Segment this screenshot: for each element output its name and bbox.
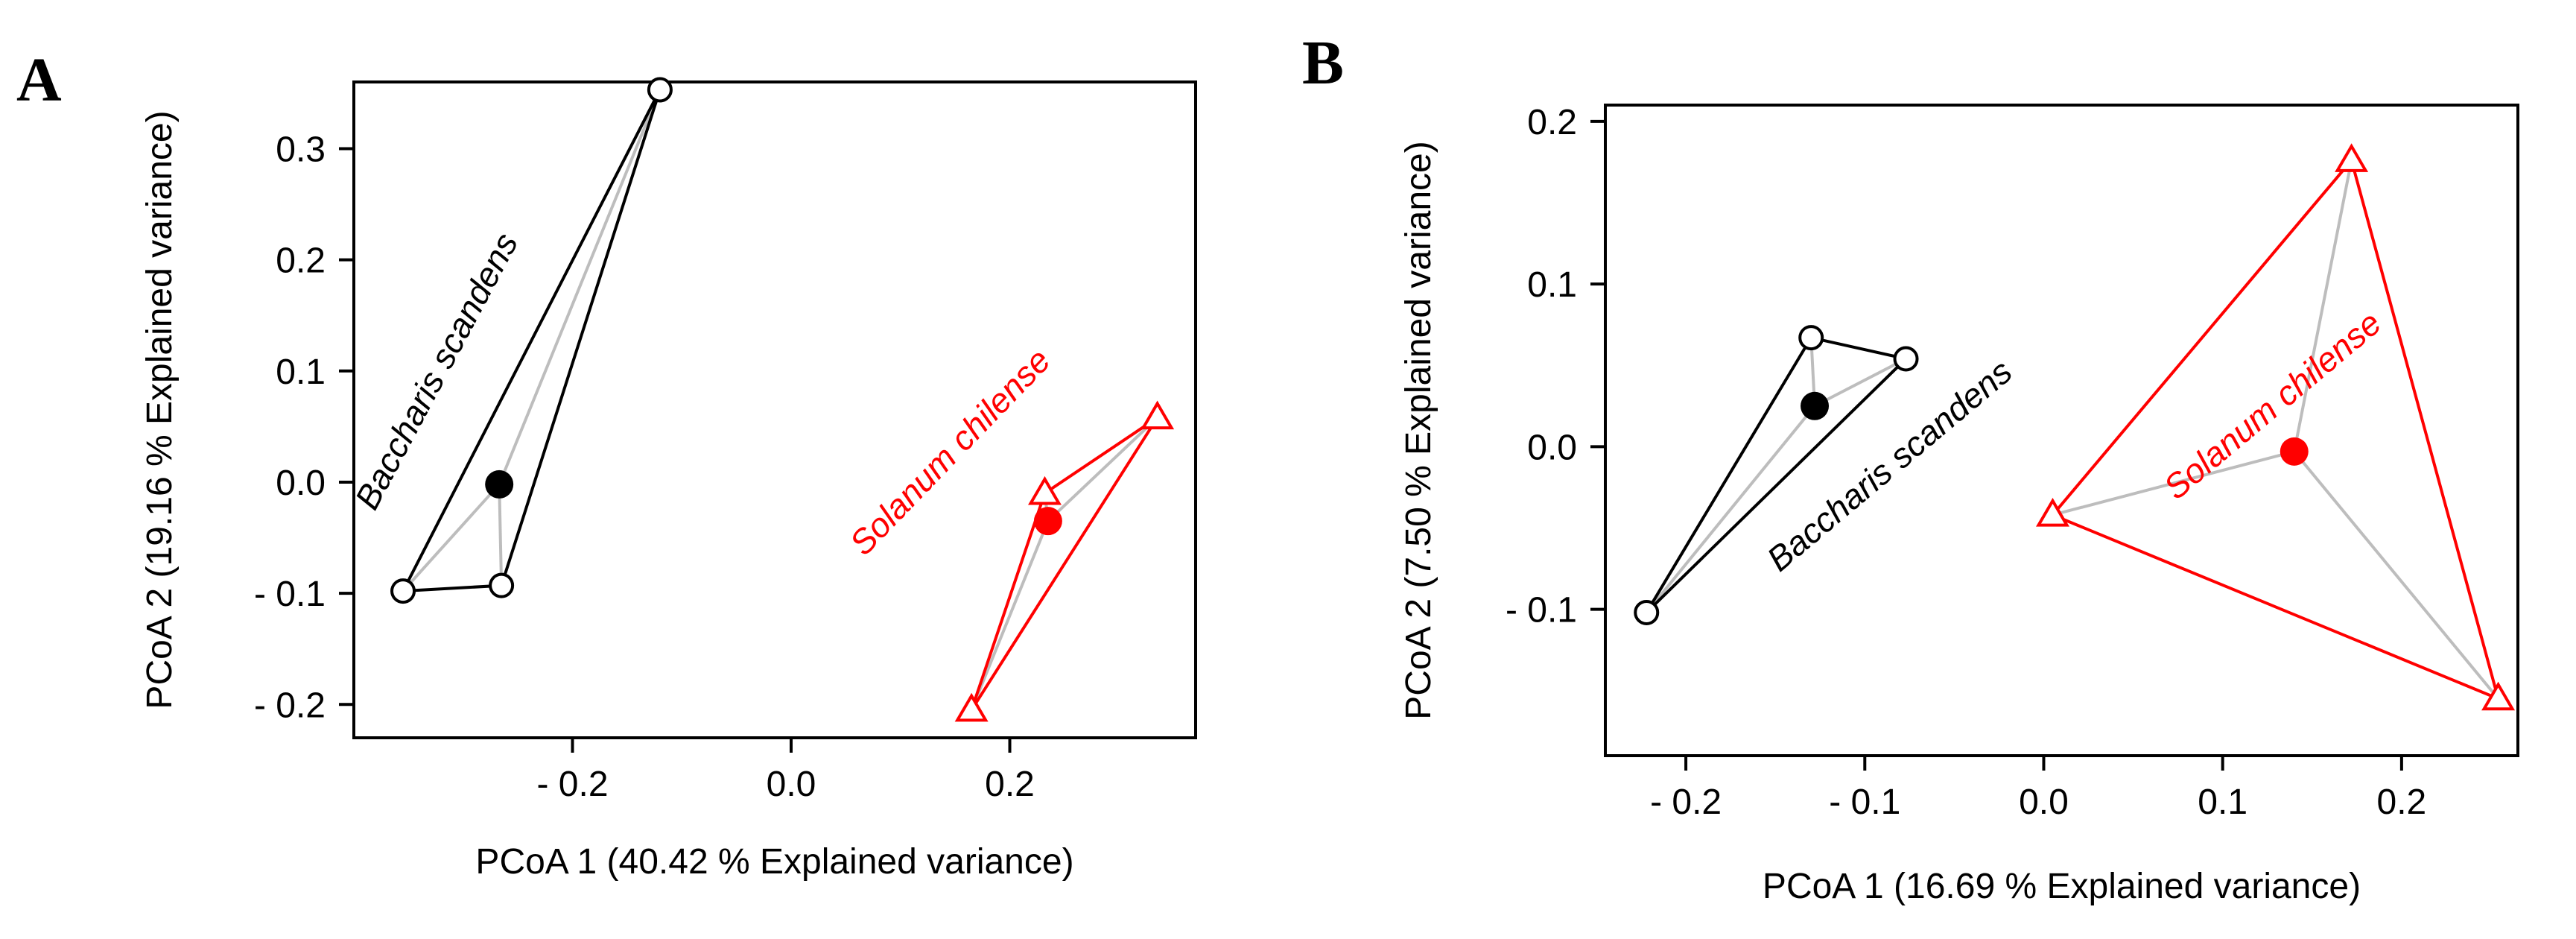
centroid-point xyxy=(1801,391,1830,420)
y-tick-label: 0.2 xyxy=(276,241,326,281)
y-tick-label: - 0.1 xyxy=(1506,591,1577,630)
data-point xyxy=(489,572,515,598)
hull-polygon xyxy=(1645,335,1909,614)
spider-line xyxy=(1645,405,1816,614)
y-tick-label: 0.0 xyxy=(276,464,326,503)
centroid-point xyxy=(1033,507,1062,536)
x-axis-label: PCoA 1 (40.42 % Explained variance) xyxy=(475,842,1073,882)
y-tick-label: 0.1 xyxy=(276,352,326,392)
hull-polygon xyxy=(970,416,1159,711)
spider-line xyxy=(1047,416,1159,522)
x-tick-label: 0.0 xyxy=(767,765,816,804)
hull-polygon xyxy=(2050,157,2501,702)
group-label: Solanum chilense xyxy=(842,341,1058,562)
x-tick-label: 0.1 xyxy=(2198,782,2247,822)
spider-line xyxy=(498,484,504,586)
panel-b: B - 0.2 - 0.1 0.0 0.1 0.2 - 0.1 0.0 0.1 0.2 PCoA 1… xyxy=(1302,28,2519,906)
y-tick-label: 0.0 xyxy=(1527,428,1577,467)
data-point xyxy=(1028,475,1062,505)
x-tick-label: - 0.2 xyxy=(1650,782,1722,822)
plot-frame xyxy=(352,80,1197,739)
spider-line xyxy=(970,520,1050,711)
y-axis-label: PCoA 2 (7.50 % Explained variance) xyxy=(1399,141,1438,719)
data-point xyxy=(2335,143,2369,172)
panel-label: A xyxy=(16,45,62,115)
data-point xyxy=(1798,325,1824,351)
y-tick-label: 0.1 xyxy=(1527,265,1577,305)
group-baccharis-scandens: Baccharis scandens xyxy=(1634,325,2020,625)
panel-a: A - 0.2 0.0 0.2 - 0.2 - 0.1 0.0 0.1 0.2 0.3 PCoA 1… xyxy=(16,45,1197,882)
spider-line xyxy=(2292,159,2353,452)
group-solanum-chilense: Solanum chilense xyxy=(842,341,1175,722)
y-tick-label: - 0.1 xyxy=(254,575,326,614)
x-tick-label: 0.2 xyxy=(2377,782,2427,822)
data-point xyxy=(2036,498,2069,527)
data-point xyxy=(1634,599,1660,625)
x-tick-label: 0.2 xyxy=(985,765,1035,804)
hull-polygon xyxy=(400,89,662,593)
centroid-point xyxy=(2280,437,2309,466)
group-baccharis-scandens: Baccharis scandens xyxy=(347,77,673,604)
plot-frame xyxy=(1604,104,2519,757)
spider-line xyxy=(402,483,501,592)
x-axis-label: PCoA 1 (16.69 % Explained variance) xyxy=(1763,867,2361,906)
spider-line xyxy=(1814,357,1907,408)
centroid-point xyxy=(485,470,514,499)
panel-label: B xyxy=(1302,28,1344,98)
y-tick-label: 0.2 xyxy=(1527,103,1577,142)
spider-line xyxy=(498,89,662,485)
group-solanum-chilense: Solanum chilense xyxy=(2036,143,2516,711)
y-tick-label: 0.3 xyxy=(276,130,326,169)
spider-line xyxy=(2052,449,2295,516)
y-axis-label: PCoA 2 (19.16 % Explained variance) xyxy=(140,110,180,709)
data-point xyxy=(390,578,416,604)
y-tick-label: - 0.2 xyxy=(254,686,326,725)
data-point xyxy=(2481,681,2516,711)
data-point xyxy=(647,77,673,103)
group-label: Solanum chilense xyxy=(2156,303,2388,507)
data-point xyxy=(1893,346,1919,372)
x-tick-label: - 0.1 xyxy=(1829,782,1900,822)
x-tick-label: - 0.2 xyxy=(536,765,608,804)
data-point xyxy=(954,692,989,722)
data-point xyxy=(1141,400,1175,430)
x-tick-label: 0.0 xyxy=(2019,782,2069,822)
spider-line xyxy=(2293,450,2500,700)
